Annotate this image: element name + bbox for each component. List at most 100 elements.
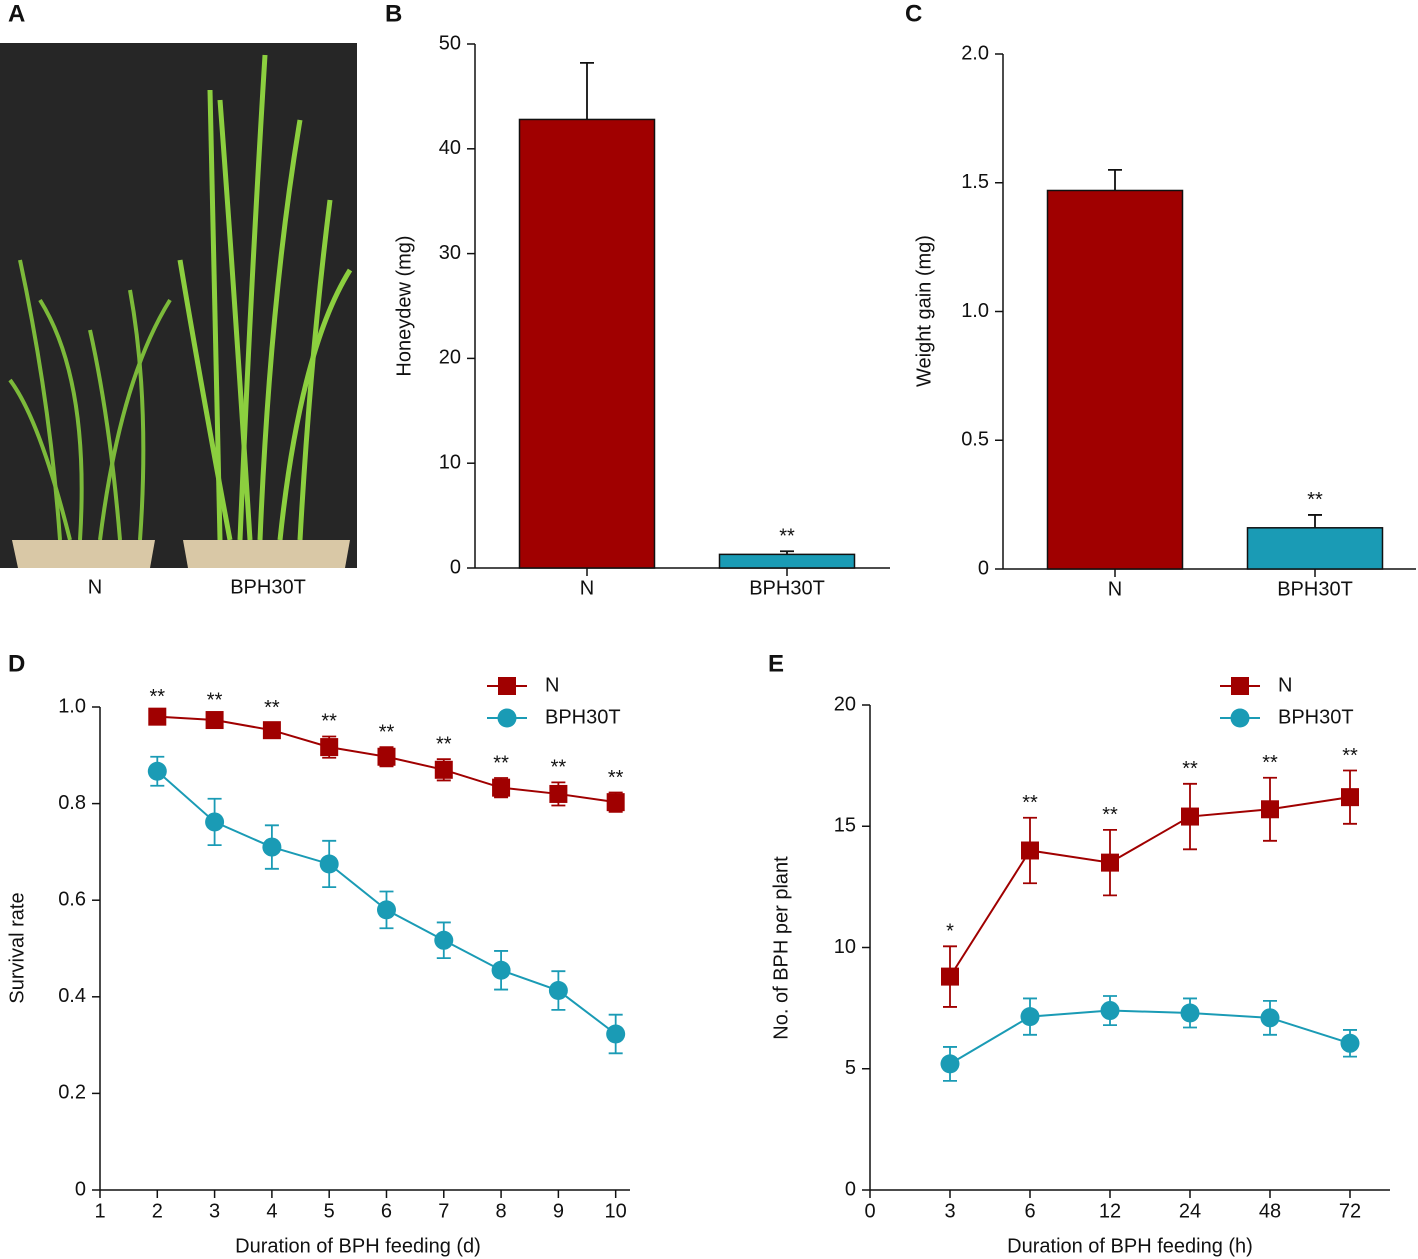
point: [548, 981, 568, 1001]
y-tick-label: 0.8: [58, 792, 86, 814]
significance: **: [779, 526, 795, 548]
legend-label: BPH30T: [545, 706, 621, 728]
y-tick-label: 0: [450, 556, 461, 578]
point: [1181, 807, 1199, 826]
error-bar: [1108, 168, 1122, 191]
x-tick-label: 6: [1024, 1200, 1035, 1222]
y-tick-label: 5: [845, 1057, 856, 1079]
x-tick-label: 3: [944, 1200, 955, 1222]
significance: **: [1342, 745, 1358, 767]
significance: **: [1307, 489, 1323, 511]
point: [1261, 800, 1279, 819]
legend-marker: [1230, 708, 1250, 728]
y-tick-label: 1.0: [961, 300, 989, 322]
point: [1260, 1008, 1280, 1028]
x-tick-label: 3: [209, 1200, 220, 1222]
x-tick-label: BPH30T: [749, 577, 825, 599]
point: [941, 967, 959, 986]
y-tick-label: 0.6: [58, 888, 86, 910]
point: [205, 711, 224, 730]
y-tick-label: 2.0: [961, 42, 989, 64]
x-tick-label: 6: [381, 1200, 392, 1222]
point: [1101, 853, 1119, 872]
legend-marker: [1231, 677, 1249, 695]
bar: [1246, 527, 1384, 570]
legend-label: N: [545, 674, 559, 696]
plants-left: [8, 259, 172, 541]
point: [376, 900, 396, 920]
legend-label: BPH30T: [1278, 706, 1354, 728]
x-tick-label: 4: [266, 1200, 277, 1222]
x-tick-label: 8: [496, 1200, 507, 1222]
legend-marker: [497, 708, 517, 728]
point: [1100, 1001, 1120, 1021]
y-tick-label: 10: [439, 451, 461, 473]
y-tick-label: 1.0: [58, 695, 86, 717]
y-tick-label: 0.5: [961, 429, 989, 451]
significance: *: [946, 921, 954, 943]
x-tick-label: 7: [438, 1200, 449, 1222]
x-tick-label: BPH30T: [1277, 578, 1353, 600]
panel-letter: B: [385, 0, 402, 27]
x-tick-label: N: [88, 576, 102, 598]
y-tick-label: 50: [439, 32, 461, 54]
panel-letter: E: [768, 650, 784, 677]
significance: **: [493, 752, 509, 774]
x-tick-label: 48: [1259, 1200, 1281, 1222]
significance: **: [1182, 758, 1198, 780]
point: [262, 837, 282, 857]
point: [606, 793, 625, 812]
point: [148, 707, 167, 726]
y-tick-label: 40: [439, 137, 461, 159]
y-tick-label: 0: [845, 1178, 856, 1200]
significance: **: [1102, 804, 1118, 826]
significance: **: [150, 686, 166, 708]
point: [1021, 841, 1039, 860]
point: [377, 747, 396, 766]
x-tick-label: 2: [152, 1200, 163, 1222]
panel-letter: A: [8, 0, 25, 27]
significance: **: [551, 757, 567, 779]
legend-label: N: [1278, 674, 1292, 696]
point: [1180, 1003, 1200, 1023]
significance: **: [207, 689, 223, 711]
point: [491, 960, 511, 980]
significance: **: [436, 733, 452, 755]
point: [434, 930, 454, 950]
point: [1341, 788, 1359, 807]
y-tick-label: 30: [439, 242, 461, 264]
x-tick-label: 72: [1339, 1200, 1361, 1222]
x-tick-label: 10: [605, 1200, 627, 1222]
point: [549, 784, 568, 803]
y-axis-label: Honeydew (mg): [393, 235, 415, 376]
bar: [1046, 189, 1184, 570]
point: [147, 761, 167, 781]
point: [940, 1054, 960, 1074]
point: [320, 738, 339, 757]
series-line: [949, 796, 1351, 978]
y-tick-label: 0.2: [58, 1082, 86, 1104]
bar: [518, 118, 656, 569]
x-tick-label: 5: [324, 1200, 335, 1222]
significance: **: [608, 767, 624, 789]
x-tick-label: 12: [1099, 1200, 1121, 1222]
y-axis-label: No. of BPH per plant: [770, 856, 792, 1040]
point: [434, 760, 453, 779]
x-tick-label: 0: [864, 1200, 875, 1222]
point: [1340, 1033, 1360, 1053]
pot-left: [12, 540, 155, 568]
x-tick-label: N: [1108, 578, 1122, 600]
significance: **: [321, 711, 337, 733]
x-tick-label: 1: [94, 1200, 105, 1222]
x-axis-label: Duration of BPH feeding (d): [235, 1235, 481, 1257]
y-tick-label: 0.4: [58, 985, 86, 1007]
point: [606, 1024, 626, 1044]
x-tick-label: N: [580, 577, 594, 599]
significance: **: [379, 721, 395, 743]
significance: **: [264, 697, 280, 719]
significance: **: [1262, 752, 1278, 774]
panel-letter: C: [905, 0, 922, 27]
panel-letter: D: [8, 650, 25, 677]
y-tick-label: 0: [978, 557, 989, 579]
